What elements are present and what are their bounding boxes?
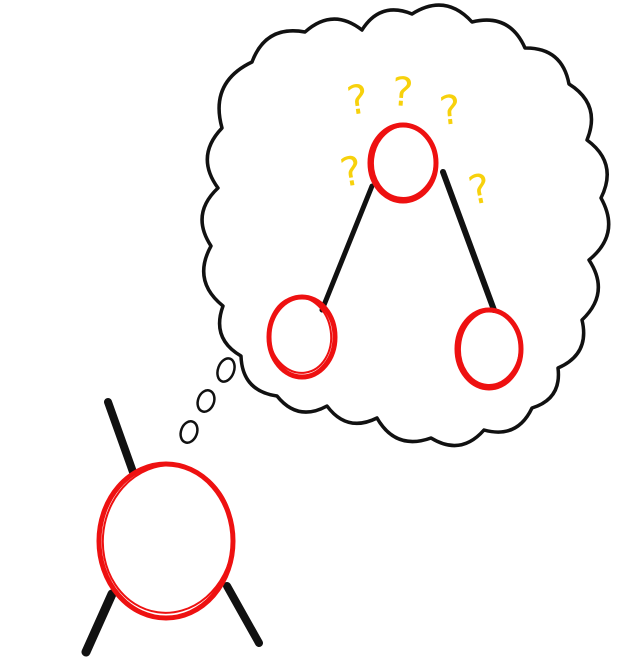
- thought-bubble-medium: [196, 389, 216, 413]
- root-node: [367, 122, 439, 204]
- question-mark-4: ?: [437, 87, 463, 135]
- thought-bubble-small: [179, 420, 199, 444]
- thinker-edges: [81, 398, 263, 657]
- thought-cloud: [200, 3, 611, 448]
- thinker-edge-bottom-left: [81, 589, 117, 657]
- left-child-node: [266, 294, 338, 380]
- edge-root-left: [319, 183, 375, 313]
- question-mark-3: ?: [390, 69, 414, 116]
- thinker-edge-top-left: [104, 398, 137, 476]
- tree-edges: [319, 169, 497, 313]
- question-mark-5: ?: [465, 165, 495, 214]
- thought-bubbles: [179, 357, 236, 444]
- question-mark-2: ?: [344, 76, 371, 125]
- tree-nodes: [266, 122, 524, 391]
- thinker-node: [96, 461, 236, 621]
- right-child-node: [454, 307, 524, 391]
- edge-root-right: [440, 169, 497, 313]
- thinker-edge-bottom-right: [223, 582, 263, 647]
- question-marks: ? ? ? ? ?: [337, 69, 495, 215]
- thought-bubble-large: [216, 357, 236, 383]
- question-mark-1: ?: [337, 148, 366, 197]
